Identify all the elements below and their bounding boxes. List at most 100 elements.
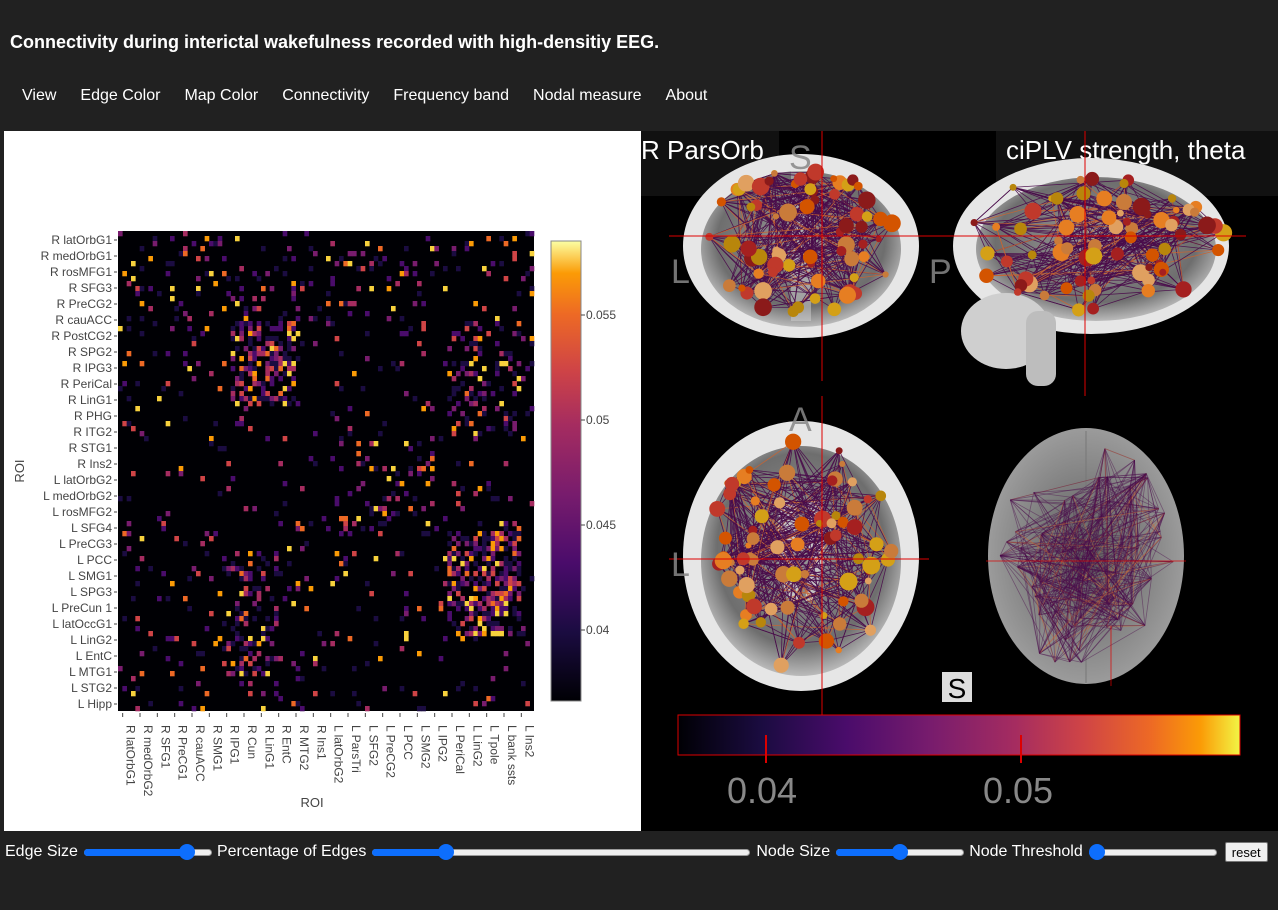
network-node[interactable] [815, 520, 823, 528]
network-node[interactable] [1145, 248, 1160, 262]
connectivity-matrix-panel[interactable]: R latOrbG1 R medOrbG1 R rosMFG1 R SFG3 R Pre… [4, 131, 641, 831]
network-node[interactable] [1145, 263, 1153, 272]
network-node[interactable] [771, 170, 778, 177]
slider-thumb[interactable] [437, 844, 454, 860]
network-node[interactable] [858, 239, 868, 249]
network-node[interactable] [1076, 186, 1091, 201]
network-node[interactable] [832, 617, 847, 631]
network-node[interactable] [882, 271, 889, 278]
network-node[interactable] [780, 600, 795, 615]
network-node[interactable] [787, 305, 799, 318]
slider-thumb[interactable] [1088, 844, 1105, 860]
network-node[interactable] [774, 497, 786, 509]
network-node[interactable] [829, 189, 840, 200]
axial-view[interactable]: A L [669, 396, 929, 716]
network-node[interactable] [826, 518, 837, 529]
network-node[interactable] [793, 636, 805, 649]
network-node[interactable] [829, 529, 842, 542]
network-node[interactable] [750, 496, 760, 506]
matrix-cells[interactable] [118, 231, 535, 712]
network-node[interactable] [746, 598, 762, 615]
network-node[interactable] [1039, 290, 1050, 301]
network-node[interactable] [764, 602, 778, 616]
network-node[interactable] [794, 516, 810, 532]
network-node[interactable] [846, 519, 863, 535]
network-node[interactable] [770, 540, 785, 555]
network-node[interactable] [864, 624, 877, 636]
network-node[interactable] [827, 475, 838, 486]
network-node[interactable] [802, 249, 818, 265]
menu-view[interactable]: View [22, 87, 57, 104]
network-node[interactable] [810, 273, 826, 289]
network-node[interactable] [849, 273, 859, 283]
network-node[interactable] [1076, 175, 1085, 184]
network-node[interactable] [740, 240, 757, 257]
network-node[interactable] [778, 464, 796, 481]
network-node[interactable] [827, 302, 842, 317]
network-node[interactable] [869, 537, 884, 552]
network-node[interactable] [875, 490, 887, 502]
network-node[interactable] [1096, 190, 1113, 207]
network-node[interactable] [1143, 210, 1152, 219]
network-node[interactable] [883, 214, 901, 233]
network-node[interactable] [800, 569, 810, 579]
network-node[interactable] [724, 476, 740, 492]
network-node[interactable] [1173, 206, 1180, 214]
network-node[interactable] [748, 525, 758, 535]
network-node[interactable] [875, 236, 882, 243]
network-node[interactable] [836, 245, 847, 257]
network-node[interactable] [716, 197, 726, 207]
network-node[interactable] [1027, 250, 1037, 260]
network-node[interactable] [782, 259, 796, 272]
network-node[interactable] [838, 286, 856, 304]
percentage-of-edges-slider[interactable] [372, 844, 751, 860]
glass-brain-view[interactable] [986, 428, 1186, 686]
network-node[interactable] [1000, 255, 1013, 268]
network-node[interactable] [1119, 178, 1129, 189]
network-node[interactable] [970, 218, 978, 227]
network-node[interactable] [1085, 247, 1103, 265]
coronal-view[interactable]: S L [669, 131, 941, 381]
menu-about[interactable]: About [665, 87, 708, 104]
network-node[interactable] [793, 172, 808, 186]
network-node[interactable] [849, 206, 865, 222]
network-node[interactable] [1132, 264, 1149, 281]
network-node[interactable] [1082, 289, 1095, 302]
reset-button[interactable]: reset [1224, 842, 1268, 862]
network-node[interactable] [738, 284, 746, 292]
network-node[interactable] [862, 556, 881, 575]
network-node[interactable] [754, 282, 772, 300]
network-node[interactable] [1159, 268, 1167, 276]
network-node[interactable] [755, 617, 767, 628]
network-node[interactable] [723, 279, 736, 292]
node-size-slider[interactable] [836, 844, 965, 860]
network-node[interactable] [838, 218, 854, 234]
network-node[interactable] [1115, 193, 1132, 210]
network-node[interactable] [737, 174, 755, 192]
network-node[interactable] [831, 511, 841, 521]
network-node[interactable] [1165, 218, 1178, 232]
network-node[interactable] [754, 509, 769, 524]
network-node[interactable] [1061, 242, 1074, 255]
network-node[interactable] [864, 577, 872, 585]
network-node[interactable] [1110, 247, 1124, 261]
slider-thumb[interactable] [892, 844, 909, 860]
network-node[interactable] [735, 565, 745, 575]
network-node[interactable] [835, 646, 842, 654]
slider-thumb[interactable] [179, 844, 196, 860]
network-node[interactable] [799, 199, 815, 215]
network-node[interactable] [837, 516, 849, 528]
network-node[interactable] [1174, 228, 1187, 241]
network-node[interactable] [753, 268, 764, 279]
network-node[interactable] [1014, 222, 1027, 236]
network-node[interactable] [1087, 302, 1100, 315]
menu-connectivity[interactable]: Connectivity [282, 87, 370, 104]
network-node[interactable] [839, 460, 846, 467]
network-node[interactable] [1212, 244, 1225, 257]
network-node[interactable] [853, 181, 863, 191]
network-node[interactable] [858, 251, 870, 263]
network-node[interactable] [1060, 282, 1073, 295]
edge-size-slider[interactable] [83, 844, 212, 860]
network-node[interactable] [773, 657, 789, 673]
network-node[interactable] [767, 267, 778, 278]
